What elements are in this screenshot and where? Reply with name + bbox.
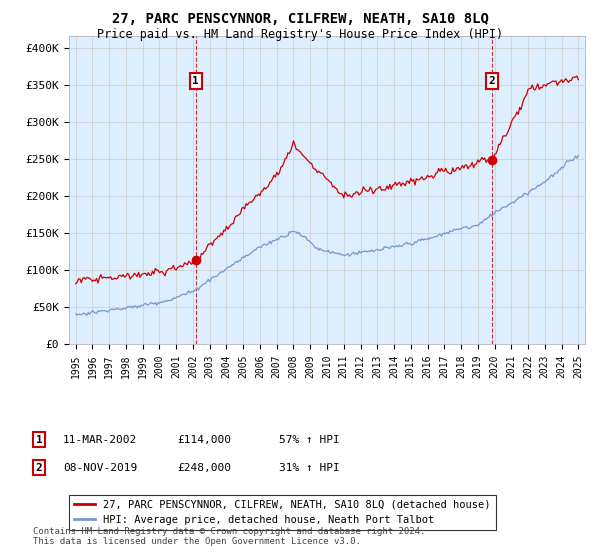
- Text: Contains HM Land Registry data © Crown copyright and database right 2024.
This d: Contains HM Land Registry data © Crown c…: [33, 526, 425, 546]
- Text: 08-NOV-2019: 08-NOV-2019: [63, 463, 137, 473]
- Legend: 27, PARC PENSCYNNOR, CILFREW, NEATH, SA10 8LQ (detached house), HPI: Average pri: 27, PARC PENSCYNNOR, CILFREW, NEATH, SA1…: [69, 494, 496, 530]
- Text: 1: 1: [35, 435, 43, 445]
- Text: 2: 2: [488, 76, 495, 86]
- Text: Price paid vs. HM Land Registry's House Price Index (HPI): Price paid vs. HM Land Registry's House …: [97, 28, 503, 41]
- Text: 57% ↑ HPI: 57% ↑ HPI: [279, 435, 340, 445]
- Text: 11-MAR-2002: 11-MAR-2002: [63, 435, 137, 445]
- Text: £114,000: £114,000: [177, 435, 231, 445]
- Text: 31% ↑ HPI: 31% ↑ HPI: [279, 463, 340, 473]
- Text: £248,000: £248,000: [177, 463, 231, 473]
- Text: 1: 1: [193, 76, 199, 86]
- Text: 2: 2: [35, 463, 43, 473]
- Text: 27, PARC PENSCYNNOR, CILFREW, NEATH, SA10 8LQ: 27, PARC PENSCYNNOR, CILFREW, NEATH, SA1…: [112, 12, 488, 26]
